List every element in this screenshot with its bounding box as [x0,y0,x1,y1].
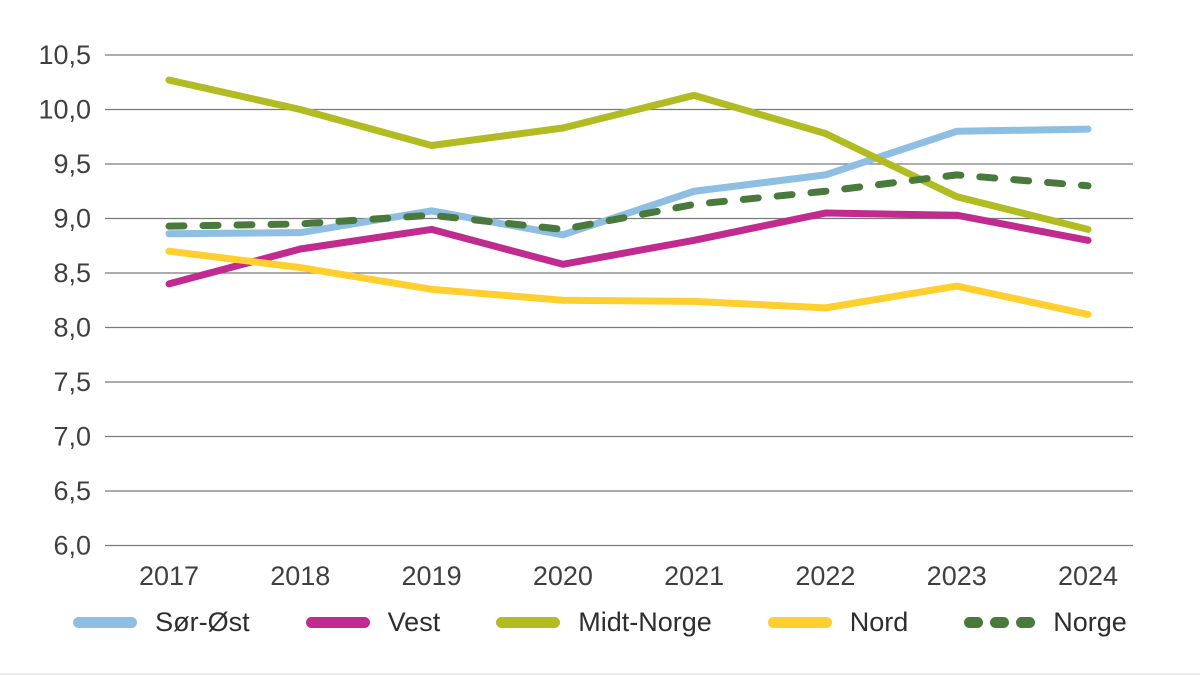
legend-swatch-midt-norge [496,617,561,628]
y-axis-tick-label: 8,0 [53,313,91,343]
legend-item-s-r-st: Sør-Øst [73,607,250,638]
y-axis-tick-label: 7,0 [53,422,91,452]
legend-swatch-nord [767,617,832,628]
x-axis-tick-label: 2020 [533,561,593,591]
legend-swatch-norge [964,617,1036,628]
series-line-norge [165,171,1092,233]
series-line-nord [165,247,1092,318]
y-axis-tick-label: 6,0 [53,531,91,561]
y-axis-tick-label: 6,5 [53,476,91,506]
legend-item-norge: Norge [964,607,1127,638]
x-axis-tick-label: 2022 [795,561,855,591]
y-axis-tick-label: 9,0 [53,204,91,234]
legend-swatch-s-r-st [73,617,138,628]
y-axis-tick-label: 10,0 [38,95,91,125]
y-axis-tick-label: 8,5 [53,258,91,288]
y-axis-tick-label: 9,5 [53,149,91,179]
legend-label-midt-norge: Midt-Norge [578,607,712,637]
y-axis-tick-label: 10,5 [38,40,91,70]
y-axis-tick-label: 7,5 [53,367,91,397]
series-line-s-r-st [165,125,1092,239]
legend-dash-segment [964,617,984,628]
x-axis-tick-label: 2023 [927,561,987,591]
x-axis-tick-label: 2017 [139,561,199,591]
legend-dash-segment [990,617,1010,628]
legend-label-norge: Norge [1053,607,1127,637]
x-axis-tick-label: 2018 [270,561,330,591]
legend-item-nord: Nord [767,607,909,638]
legend-label-vest: Vest [387,607,441,637]
chart-legend: Sør-Øst Vest Midt-Norge Nord Norge [0,607,1200,638]
legend-item-vest: Vest [305,607,441,638]
series-line-vest [165,209,1092,288]
legend-item-midt-norge: Midt-Norge [496,607,712,638]
legend-label-s-r-st: Sør-Øst [155,607,250,637]
legend-swatch-vest [305,617,370,628]
x-axis-tick-label: 2019 [402,561,462,591]
legend-label-nord: Nord [849,607,909,637]
legend-dash-segment [1016,617,1036,628]
series-line-midt-norge [165,76,1092,233]
x-axis-tick-label: 2024 [1058,561,1118,591]
x-axis-tick-label: 2021 [664,561,724,591]
